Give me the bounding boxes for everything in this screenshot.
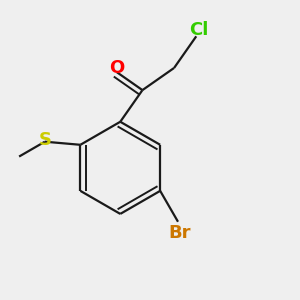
Text: O: O: [109, 59, 124, 77]
Text: S: S: [38, 131, 51, 149]
Text: Br: Br: [168, 224, 191, 242]
Text: Cl: Cl: [190, 21, 209, 39]
